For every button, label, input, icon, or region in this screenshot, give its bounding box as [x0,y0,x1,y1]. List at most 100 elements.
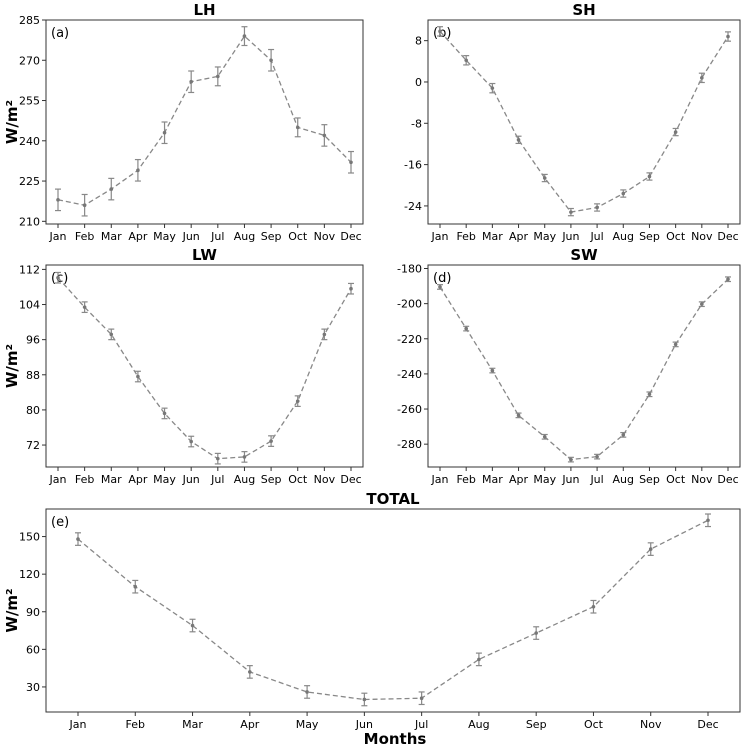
data-point [569,457,573,462]
data-point [621,191,626,196]
x-tick-label: Feb [126,718,145,731]
plot-frame [45,264,364,468]
data-point [295,399,300,403]
chart-panel-4: SW (d) -280 -260 -240 -220 -200 -180 Jan Feb Mar Ap… [397,246,741,486]
y-tick-label: 30 [26,681,40,694]
data-point [534,631,538,635]
data-point [133,584,138,589]
x-tick-label: Oct [666,473,686,486]
x-tick-label: Aug [613,473,634,486]
x-tick-label: Jun [182,473,200,486]
x-tick-label: Aug [234,230,255,243]
x-tick-label: Dec [340,230,361,243]
x-tick-label: Sep [639,473,660,486]
y-tick-label: -8 [411,117,422,130]
data-point [706,518,710,523]
data-point [516,138,521,142]
plot-frame [45,508,741,713]
data-point [295,125,300,130]
y-tick-label: 285 [19,14,40,27]
x-tick-label: Jan [431,230,449,243]
x-tick-label: May [533,230,556,243]
data-point [248,670,252,674]
y-tick-label: 120 [19,568,40,581]
data-point [490,368,495,373]
data-point [464,326,468,331]
x-tick-label: Oct [288,473,308,486]
x-tick-label: Sep [526,718,547,731]
data-point [190,623,195,628]
plot-frame [427,19,741,225]
data-point [438,285,442,289]
x-tick-label: Mar [101,473,122,486]
x-tick-label: Apr [509,473,529,486]
data-point [322,332,327,337]
data-point [216,456,220,461]
x-tick-label: Jun [182,230,200,243]
data-point [82,203,87,208]
panel-title: LW [192,246,217,264]
data-point [673,130,678,134]
data-point [349,160,353,165]
y-tick-label: 104 [19,299,40,312]
x-tick-label: Apr [128,230,148,243]
x-tick-label: Oct [288,230,308,243]
panel-label: (e) [51,515,69,530]
x-tick-label: May [296,718,319,731]
x-tick-label: Jul [210,230,224,243]
series-line [57,277,352,460]
data-point [305,690,309,694]
data-point [419,696,424,701]
x-tick-label: Dec [717,473,738,486]
x-tick-label: Jan [431,473,449,486]
data-point [726,34,730,39]
x-tick-label: Aug [234,473,255,486]
x-tick-label: Sep [639,230,660,243]
x-tick-label: Apr [128,473,148,486]
x-tick-label: Dec [697,718,718,731]
x-tick-label: Jan [49,230,67,243]
data-point [162,130,167,135]
x-tick-label: Jan [69,718,87,731]
y-tick-label: 0 [415,76,422,89]
y-tick-label: -200 [397,298,422,311]
data-point [595,454,599,459]
y-tick-label: 80 [26,404,40,417]
x-tick-label: Oct [584,718,604,731]
y-tick-label: 270 [19,54,40,67]
x-tick-label: Sep [261,230,282,243]
data-point [349,286,353,291]
plot-frame [427,264,741,468]
data-point [647,392,652,397]
x-tick-label: Dec [717,230,738,243]
data-point [189,439,193,444]
y-tick-label: 112 [19,263,40,276]
data-point [56,198,60,202]
x-tick-label: Sep [261,473,282,486]
x-tick-label: Feb [456,473,475,486]
data-point [109,187,114,191]
data-point [569,210,573,214]
x-tick-label: Feb [456,230,475,243]
x-tick-label: Mar [482,473,503,486]
y-tick-label: -24 [404,200,422,213]
x-tick-label: Jun [561,473,579,486]
x-tick-label: Jun [561,230,579,243]
panel-title: LH [193,1,215,19]
x-tick-label: Jul [414,718,428,731]
x-tick-label: Jan [49,473,67,486]
x-tick-label: Dec [340,473,361,486]
panel-title: SW [570,246,598,264]
x-tick-label: Mar [182,718,203,731]
chart-panel-1: LH (a) W/m² 210 225 240 255 270 285 Jan Feb Mar Apr M… [3,1,364,243]
x-tick-label: May [533,473,556,486]
chart-panel-3: LW (c) W/m² 72 80 88 96 104 112 Jan Feb Mar Apr May Ju… [3,246,364,486]
y-tick-label: 150 [19,531,40,544]
y-tick-label: 240 [19,135,40,148]
data-point [648,547,653,551]
x-tick-label: Jul [589,473,603,486]
data-point [242,455,247,459]
panel-label: (d) [433,271,451,286]
y-tick-label: -240 [397,368,422,381]
